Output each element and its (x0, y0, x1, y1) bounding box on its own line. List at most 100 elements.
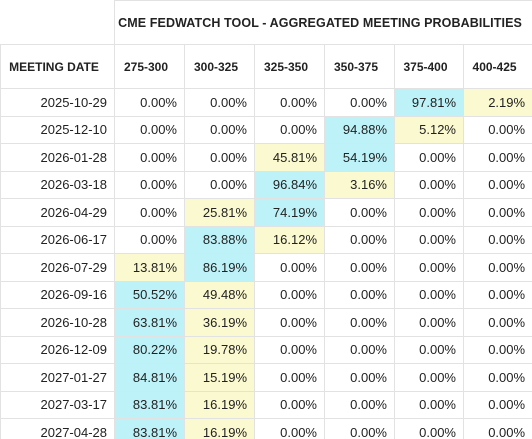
probability-cell: 0.00% (462, 418, 532, 439)
probability-cell: 0.00% (462, 115, 532, 144)
probability-cell: 0.00% (324, 253, 395, 282)
probability-cell: 0.00% (394, 225, 464, 254)
meeting-date-cell: 2026-04-29 (0, 198, 115, 227)
probability-cell: 45.81% (254, 143, 325, 172)
table-row: 2026-06-17 0.00% 83.88% 16.12% 0.00% 0.00% 0.0… (0, 225, 532, 254)
corner-cell (0, 0, 115, 45)
probability-cell: 83.88% (184, 225, 255, 254)
probability-cell: 0.00% (254, 253, 325, 282)
probability-cell: 0.00% (324, 335, 395, 364)
probability-cell: 0.00% (394, 253, 464, 282)
probability-cell: 74.19% (254, 198, 325, 227)
table-row: 2026-01-28 0.00% 0.00% 45.81% 54.19% 0.00% 0.0… (0, 143, 532, 172)
probability-cell: 0.00% (394, 335, 464, 364)
probability-cell: 0.00% (254, 363, 325, 392)
table-row: 2025-10-29 0.00% 0.00% 0.00% 0.00% 97.81% 2.19… (0, 88, 532, 117)
meeting-date-cell: 2026-01-28 (0, 143, 115, 172)
meeting-date-cell: 2026-09-16 (0, 280, 115, 309)
probability-cell: 49.48% (184, 280, 255, 309)
meeting-date-header: MEETING DATE (0, 44, 115, 89)
table-title: CME FEDWATCH TOOL - AGGREGATED MEETING P… (113, 0, 532, 45)
probability-cell: 84.81% (114, 363, 185, 392)
table-row: 2027-01-27 84.81% 15.19% 0.00% 0.00% 0.00% 0.0… (0, 363, 532, 392)
probability-cell: 19.78% (184, 335, 255, 364)
table-row: 2026-07-29 13.81% 86.19% 0.00% 0.00% 0.00% 0.0… (0, 253, 532, 282)
probability-cell: 0.00% (462, 308, 532, 337)
table-row: 2027-04-28 83.81% 16.19% 0.00% 0.00% 0.00% 0.0… (0, 418, 532, 439)
meeting-date-cell: 2026-07-29 (0, 253, 115, 282)
probability-cell: 3.16% (324, 170, 395, 199)
probability-cell: 5.12% (394, 115, 464, 144)
meeting-date-cell: 2026-12-09 (0, 335, 115, 364)
probability-cell: 0.00% (114, 143, 185, 172)
probability-cell: 0.00% (462, 390, 532, 419)
probability-cell: 0.00% (462, 253, 532, 282)
probability-cell: 83.81% (114, 390, 185, 419)
probability-cell: 50.52% (114, 280, 185, 309)
range-header: 400-425 (462, 44, 532, 89)
probability-cell: 0.00% (324, 418, 395, 439)
probability-cell: 36.19% (184, 308, 255, 337)
table-row: 2026-12-09 80.22% 19.78% 0.00% 0.00% 0.00% 0.0… (0, 335, 532, 364)
probability-cell: 0.00% (462, 143, 532, 172)
probability-cell: 15.19% (184, 363, 255, 392)
probability-cell: 54.19% (324, 143, 395, 172)
probability-cell: 0.00% (394, 170, 464, 199)
probability-cell: 0.00% (462, 280, 532, 309)
probability-cell: 0.00% (462, 170, 532, 199)
meeting-date-cell: 2025-10-29 (0, 88, 115, 117)
probability-cell: 0.00% (254, 390, 325, 419)
probability-cell: 0.00% (114, 88, 185, 117)
meeting-date-cell: 2026-03-18 (0, 170, 115, 199)
meeting-date-cell: 2025-12-10 (0, 115, 115, 144)
probability-cell: 0.00% (324, 198, 395, 227)
probability-cell: 0.00% (324, 280, 395, 309)
probability-cell: 0.00% (394, 390, 464, 419)
probability-cell: 97.81% (394, 88, 464, 117)
probability-cell: 0.00% (114, 198, 185, 227)
range-header: 300-325 (184, 44, 255, 89)
probability-cell: 0.00% (394, 280, 464, 309)
probability-cell: 0.00% (254, 115, 325, 144)
probability-cell: 0.00% (394, 363, 464, 392)
range-header: 375-400 (394, 44, 464, 89)
table-row: 2026-04-29 0.00% 25.81% 74.19% 0.00% 0.00% 0.0… (0, 198, 532, 227)
probability-cell: 80.22% (114, 335, 185, 364)
probability-cell: 0.00% (394, 198, 464, 227)
probability-cell: 63.81% (114, 308, 185, 337)
table-row: 2026-10-28 63.81% 36.19% 0.00% 0.00% 0.00% 0.0… (0, 308, 532, 337)
probability-cell: 0.00% (114, 170, 185, 199)
probability-cell: 0.00% (324, 308, 395, 337)
probability-cell: 13.81% (114, 253, 185, 282)
probability-cell: 0.00% (394, 418, 464, 439)
meeting-date-cell: 2027-03-17 (0, 390, 115, 419)
probability-cell: 0.00% (324, 363, 395, 392)
probability-cell: 0.00% (394, 308, 464, 337)
probability-cell: 0.00% (254, 280, 325, 309)
probability-cell: 0.00% (324, 225, 395, 254)
probability-cell: 0.00% (114, 115, 185, 144)
probability-cell: 0.00% (254, 308, 325, 337)
probability-cell: 25.81% (184, 198, 255, 227)
probability-cell: 0.00% (184, 115, 255, 144)
probability-cell: 0.00% (462, 225, 532, 254)
probability-cell: 16.19% (184, 418, 255, 439)
table-body: 2025-10-29 0.00% 0.00% 0.00% 0.00% 97.81% 2.19… (0, 88, 532, 439)
probability-cell: 0.00% (254, 418, 325, 439)
meeting-date-cell: 2026-10-28 (0, 308, 115, 337)
probability-cell: 2.19% (462, 88, 532, 117)
range-header: 350-375 (324, 44, 395, 89)
range-header: 325-350 (254, 44, 325, 89)
table-row: 2027-03-17 83.81% 16.19% 0.00% 0.00% 0.00% 0.0… (0, 390, 532, 419)
probability-cell: 16.19% (184, 390, 255, 419)
probability-cell: 86.19% (184, 253, 255, 282)
probability-cell: 0.00% (394, 143, 464, 172)
meeting-date-cell: 2026-06-17 (0, 225, 115, 254)
probability-cell: 0.00% (184, 88, 255, 117)
probability-cell: 0.00% (254, 335, 325, 364)
probability-cell: 0.00% (462, 198, 532, 227)
probability-cell: 0.00% (324, 390, 395, 419)
probability-cell: 83.81% (114, 418, 185, 439)
